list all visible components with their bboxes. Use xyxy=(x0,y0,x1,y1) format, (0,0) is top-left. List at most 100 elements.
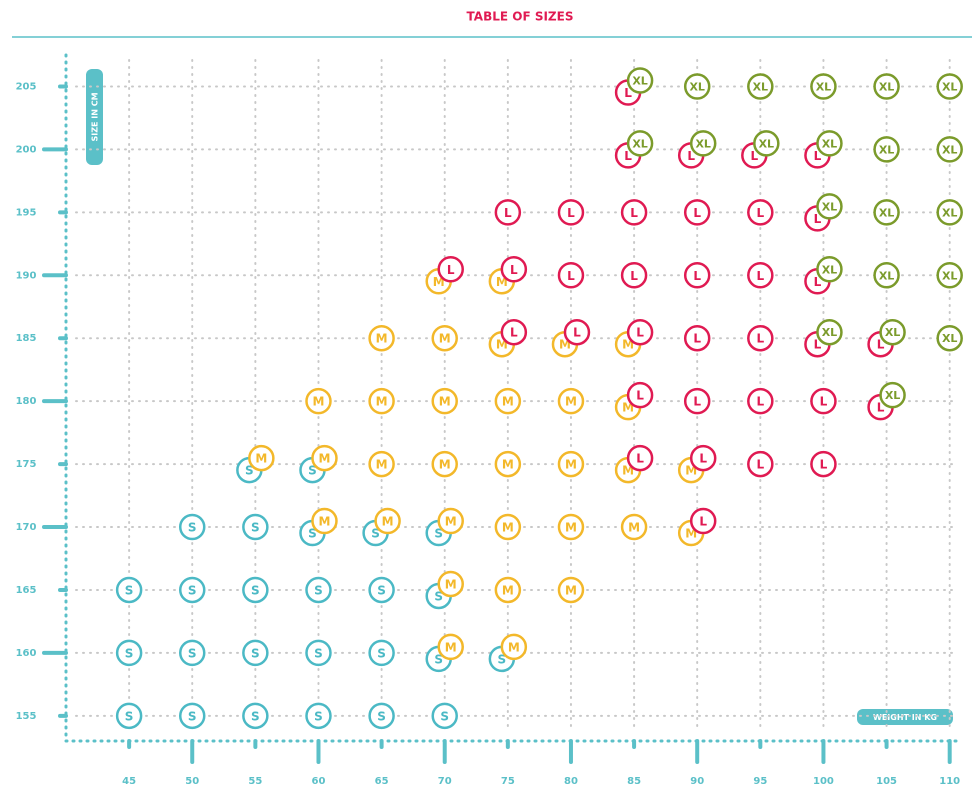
point-label: L xyxy=(510,326,518,340)
x-tick-label: 70 xyxy=(438,776,452,787)
point xyxy=(810,450,837,478)
size-marker: S xyxy=(431,702,458,730)
size-marker: XL xyxy=(936,262,963,289)
point xyxy=(683,73,711,100)
point xyxy=(248,444,275,472)
point xyxy=(368,702,395,730)
size-marker: L xyxy=(747,262,774,289)
point-label: XL xyxy=(759,137,775,150)
point-label: S xyxy=(377,709,386,723)
point-label: L xyxy=(636,326,644,340)
point-label: M xyxy=(565,521,577,535)
point-label: L xyxy=(636,452,644,466)
point-label: XL xyxy=(942,80,958,93)
size-marker: L xyxy=(557,199,585,226)
point xyxy=(753,130,780,157)
point-label: XL xyxy=(885,326,901,339)
point xyxy=(437,256,464,283)
x-tick-label: 75 xyxy=(501,776,515,787)
point xyxy=(747,73,774,100)
size-marker: S xyxy=(178,702,206,730)
point xyxy=(879,318,906,346)
point-label: S xyxy=(314,583,323,597)
point xyxy=(626,130,654,157)
size-marker: L xyxy=(683,262,711,289)
point-label: M xyxy=(622,464,634,478)
point-label: S xyxy=(434,589,443,603)
point-label: XL xyxy=(695,137,711,150)
y-tick-label: 195 xyxy=(16,207,37,218)
point-label: M xyxy=(565,458,577,472)
y-label-pill xyxy=(86,69,103,165)
size-marker: XL xyxy=(873,136,900,163)
y-tick-label: 205 xyxy=(16,81,37,92)
point-label: L xyxy=(814,338,822,352)
size-marker: M xyxy=(494,513,522,541)
point xyxy=(683,199,711,226)
size-marker: L xyxy=(620,199,648,226)
size-marker: M xyxy=(500,633,528,661)
point-label: S xyxy=(188,521,197,535)
size-marker: M xyxy=(374,507,401,535)
point xyxy=(242,639,269,667)
point xyxy=(368,639,395,667)
point xyxy=(873,136,900,163)
size-marker: S xyxy=(242,513,269,541)
point xyxy=(500,318,528,346)
point xyxy=(689,130,717,157)
size-marker: S xyxy=(305,576,332,604)
size-marker: L xyxy=(683,324,711,352)
point-label: L xyxy=(820,458,828,472)
point-label: M xyxy=(445,515,457,529)
size-marker: L xyxy=(626,444,654,472)
point xyxy=(178,639,206,667)
point xyxy=(936,262,963,289)
size-marker: S xyxy=(368,576,395,604)
x-tick-label: 110 xyxy=(939,776,960,787)
size-marker: XL xyxy=(626,130,654,157)
point xyxy=(747,387,774,415)
point-label: M xyxy=(496,275,508,289)
point-label: M xyxy=(685,464,697,478)
size-marker: L xyxy=(563,318,591,346)
size-marker: S xyxy=(305,702,332,730)
point xyxy=(557,262,585,289)
size-marker: M xyxy=(248,444,275,472)
point xyxy=(620,199,648,226)
point xyxy=(689,444,717,472)
point-label: S xyxy=(434,527,443,541)
point-label: L xyxy=(814,275,822,289)
point xyxy=(816,130,843,157)
point xyxy=(500,633,528,661)
point xyxy=(368,576,395,604)
size-marker: M xyxy=(431,324,458,352)
point-label: M xyxy=(502,458,514,472)
point-label: L xyxy=(630,269,638,283)
size-marker: XL xyxy=(816,193,843,220)
point xyxy=(311,507,338,535)
point-label: M xyxy=(439,458,451,472)
x-tick-label: 50 xyxy=(185,776,199,787)
point-label: S xyxy=(245,464,254,478)
size-marker: L xyxy=(747,324,774,352)
point xyxy=(431,450,458,478)
size-marker: XL xyxy=(936,324,963,352)
x-tick-label: 65 xyxy=(375,776,389,787)
point xyxy=(563,318,591,346)
point xyxy=(683,387,711,415)
size-marker: M xyxy=(368,387,395,415)
size-marker: S xyxy=(242,639,269,667)
point-label: M xyxy=(433,275,445,289)
point-label: M xyxy=(445,640,457,654)
point xyxy=(816,256,843,283)
point-label: XL xyxy=(632,74,648,87)
point-label: M xyxy=(502,583,514,597)
point-label: L xyxy=(693,332,701,346)
point-label: M xyxy=(255,452,267,466)
size-marker: XL xyxy=(689,130,717,157)
point-label: M xyxy=(622,338,634,352)
point xyxy=(178,576,206,604)
point-label: M xyxy=(502,395,514,409)
point-label: L xyxy=(693,395,701,409)
size-marker: L xyxy=(500,318,528,346)
